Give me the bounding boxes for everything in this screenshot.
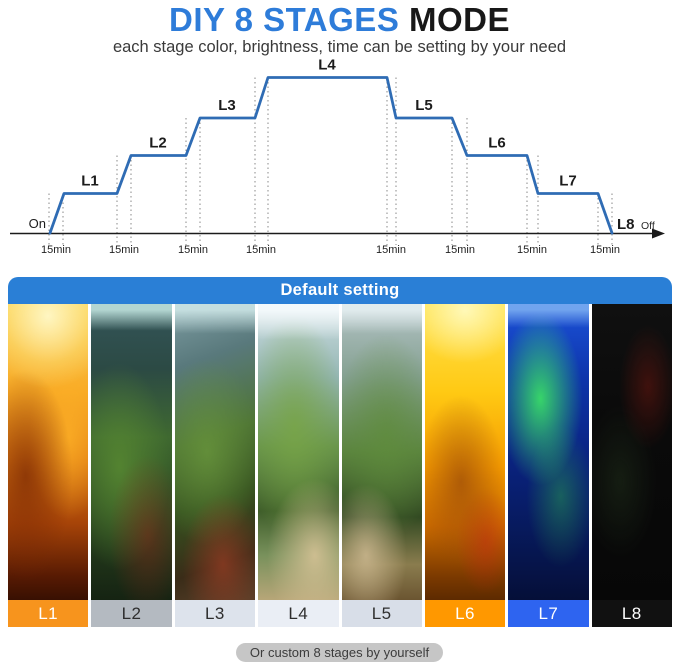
on-label: On — [29, 216, 46, 231]
header: DIY 8 STAGES MODE each stage color, brig… — [0, 0, 679, 57]
stage-tag-L2: L2 — [91, 600, 172, 627]
tick-label: 15min — [517, 244, 547, 256]
subtitle: each stage color, brightness, time can b… — [112, 38, 567, 56]
stage-label-L1: L1 — [81, 173, 99, 190]
tick-label: 15min — [445, 244, 475, 256]
stage-tag-L5: L5 — [341, 600, 422, 627]
stage-strip-L1: L1 — [8, 304, 89, 627]
stage-strip-L8: L8 — [591, 304, 672, 627]
title-highlight: DIY 8 STAGES — [168, 1, 400, 38]
aquarium-photo-soft-daylight — [341, 304, 422, 600]
stage-tag-L3: L3 — [174, 600, 256, 627]
stage-tag-L8: L8 — [591, 600, 672, 627]
aquarium-photo-cool-morning-light — [91, 304, 172, 600]
stage-timeline-svg: 15min 15min 15min 15min 15min 15min 15min 15min… — [10, 57, 665, 256]
default-setting-panel: Default setting L1 L2 L3 L4 L5 L6 L7 L8 — [8, 277, 672, 627]
footer-note-row: Or custom 8 stages by yourself — [0, 643, 679, 662]
stage-label-L3: L3 — [218, 97, 236, 114]
stage-strip-L4: L4 — [258, 304, 339, 627]
aquarium-photo-warm-amber-light — [8, 304, 89, 600]
x-axis-arrow — [652, 228, 665, 239]
aquarium-photo-fresh-green-light — [174, 304, 256, 600]
tick-label: 15min — [178, 244, 208, 256]
stage-label-L4: L4 — [318, 57, 336, 74]
page-title: DIY 8 STAGES MODE — [0, 1, 679, 38]
aquarium-photo-lights-off — [591, 304, 672, 600]
tick-label: 15min — [109, 244, 139, 256]
stage-tag-L6: L6 — [424, 600, 506, 627]
stage-label-L8: L8 — [617, 216, 635, 233]
stage-tag-L4: L4 — [258, 600, 339, 627]
stage-label-L5: L5 — [415, 97, 433, 114]
stage-strip-L3: L3 — [174, 304, 256, 627]
tick-label: 15min — [246, 244, 276, 256]
aquarium-photo-golden-sunset-light — [424, 304, 506, 600]
panel-header: Default setting — [8, 277, 672, 304]
tick-label: 15min — [376, 244, 406, 256]
brightness-step-line — [48, 76, 614, 235]
stage-strip-L6: L6 — [424, 304, 506, 627]
stage-timeline-chart: 15min 15min 15min 15min 15min 15min 15min 15min… — [0, 57, 679, 262]
stage-strip-L7: L7 — [508, 304, 589, 627]
aquarium-photo-blue-moonlight — [508, 304, 589, 600]
off-label: Off — [641, 220, 655, 232]
stage-strip-L5: L5 — [341, 304, 422, 627]
stage-label-L2: L2 — [149, 135, 167, 152]
stage-tag-L1: L1 — [8, 600, 89, 627]
custom-note: Or custom 8 stages by yourself — [235, 643, 444, 662]
stage-strips: L1 L2 L3 L4 L5 L6 L7 L8 — [8, 304, 672, 627]
aquarium-photo-bright-noon-light — [258, 304, 339, 600]
stage-strip-L2: L2 — [91, 304, 172, 627]
tick-label: 15min — [590, 244, 620, 256]
stage-tag-L7: L7 — [508, 600, 589, 627]
tick-label: 15min — [41, 244, 71, 256]
title-rest: MODE — [409, 1, 511, 38]
stage-label-L7: L7 — [559, 173, 577, 190]
stage-label-L6: L6 — [488, 135, 506, 152]
